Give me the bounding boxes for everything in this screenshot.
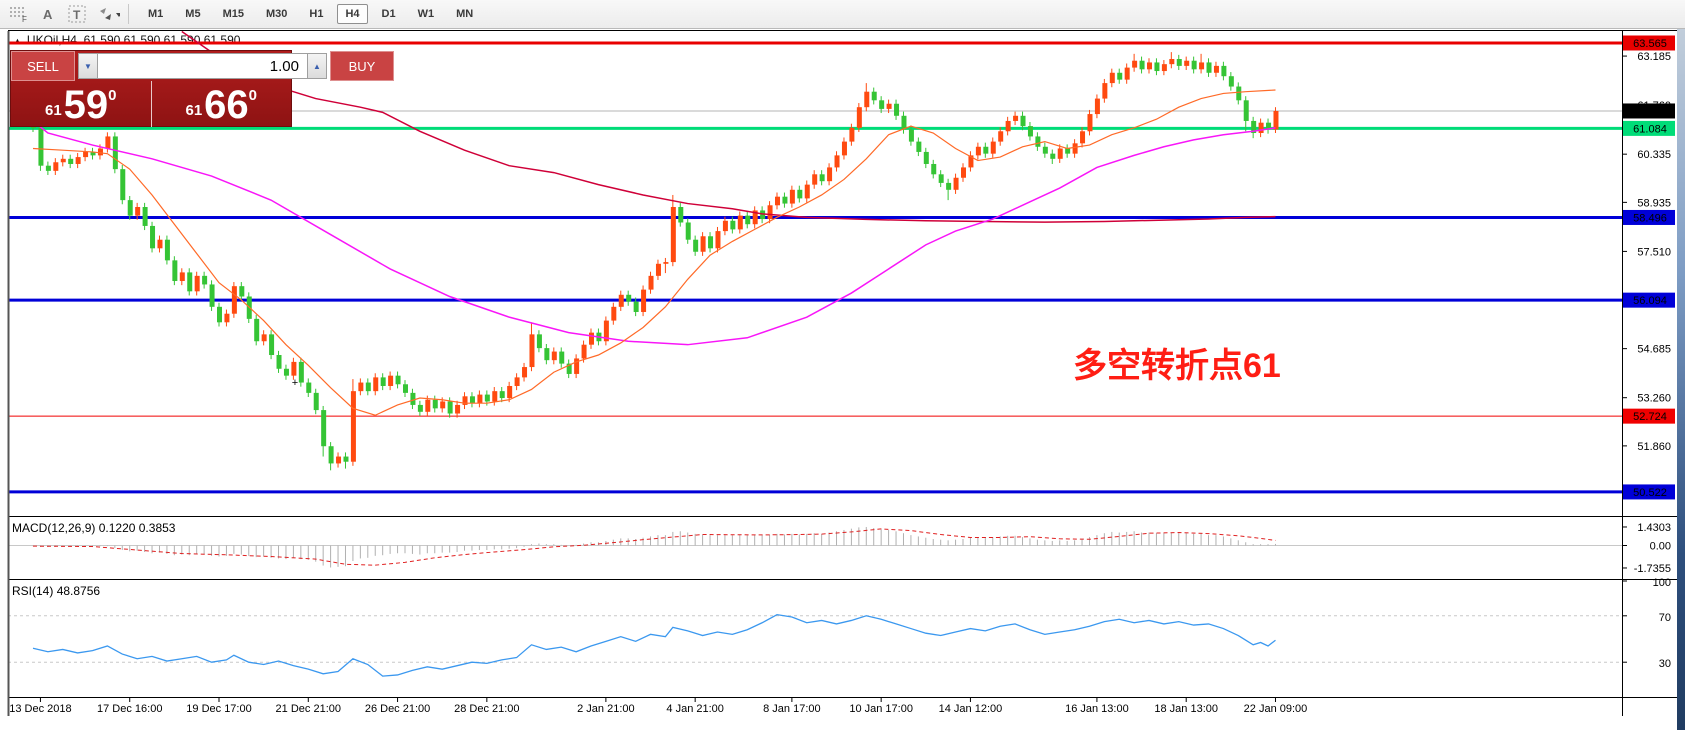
buy-price-small: 61 (185, 102, 203, 119)
rsi-line (32, 613, 1276, 677)
price-badge (1623, 408, 1675, 424)
macd-axis-label: 1.4303 (1637, 522, 1671, 534)
rsi-axis-label: 70 (1659, 612, 1671, 624)
tf-button-m15[interactable]: M15 (222, 8, 244, 20)
sell-button[interactable]: SELL (11, 51, 75, 81)
time-label: 18 Jan 13:00 (1154, 703, 1218, 715)
macd-signal-line (32, 528, 1276, 566)
sell-price[interactable]: 61 59 0 (11, 81, 151, 127)
text-object-icon[interactable]: T (66, 4, 90, 24)
toolbar-separator (128, 4, 129, 24)
time-label: 19 Dec 17:00 (186, 703, 251, 715)
panel-divider (150, 81, 152, 127)
cross-marker: + (292, 377, 298, 389)
tf-button-h1[interactable]: H1 (309, 8, 324, 20)
letter-a-icon[interactable]: A (36, 4, 60, 24)
trade-panel: SELL ▼ ▲ BUY 61 59 0 61 66 0 (10, 50, 394, 127)
ma_fast-line (32, 89, 1276, 416)
time-label: 16 Jan 13:00 (1065, 703, 1129, 715)
svg-text:T: T (73, 8, 81, 22)
svg-text:F: F (22, 15, 27, 23)
rsi-pane-label: RSI(14) 48.8756 (12, 584, 101, 598)
time-label: 8 Jan 17:00 (763, 703, 821, 715)
buy-price[interactable]: 61 66 0 (152, 81, 292, 127)
price-badge-label: 56.094 (1633, 295, 1667, 307)
rsi-axis-label: 30 (1659, 658, 1671, 670)
volume-input[interactable] (98, 53, 307, 79)
rsi-value: 48.8756 (56, 584, 101, 598)
price-tick-label: 57.510 (1637, 246, 1671, 258)
toolbar: F A T M1 M5 M15 M30 H1 H4 D1 W1 MN (0, 0, 1685, 29)
time-label: 28 Dec 21:00 (454, 703, 519, 715)
ma_slow-line (181, 30, 1276, 223)
sell-price-small: 61 (44, 102, 62, 119)
time-label: 14 Jan 12:00 (939, 703, 1003, 715)
price-badge (1623, 103, 1675, 119)
price-badge (1623, 209, 1675, 225)
price-badge (1623, 292, 1675, 308)
volume-down-button[interactable]: ▼ (78, 53, 98, 79)
macd-axis-label: 0.00 (1650, 541, 1671, 553)
tf-button-m1[interactable]: M1 (148, 8, 164, 20)
price-tick-label: 63.185 (1637, 51, 1671, 63)
buy-price-big: 66 (204, 83, 249, 128)
time-label: 21 Dec 21:00 (276, 703, 341, 715)
svg-text:A: A (43, 7, 53, 22)
time-label: 4 Jan 21:00 (666, 703, 724, 715)
cursor-arrows-icon[interactable] (96, 4, 120, 24)
time-label: 10 Jan 17:00 (849, 703, 913, 715)
symbol-arrow-icon: ▲ (13, 36, 22, 46)
tf-button-m5[interactable]: M5 (185, 8, 201, 20)
price-badge-label: 61.084 (1633, 123, 1667, 135)
candles-layer[interactable] (31, 52, 1279, 471)
price-badge (1623, 120, 1675, 136)
sell-price-sup: 0 (108, 87, 117, 104)
buy-price-sup: 0 (248, 87, 258, 104)
ma_med-line (32, 120, 1276, 346)
price-tick-label: 53.260 (1637, 393, 1671, 405)
time-label: 22 Jan 09:00 (1244, 703, 1308, 715)
price-badge-label: 52.724 (1633, 411, 1667, 423)
price-tick-label: 60.335 (1637, 149, 1671, 161)
macd-pane-label: MACD(12,26,9) 0.1220 0.3853 (12, 521, 176, 535)
price-tick-label: 51.860 (1637, 441, 1671, 453)
time-label: 13 Dec 2018 (9, 703, 71, 715)
price-tick-label: 54.685 (1637, 344, 1671, 356)
price-badge-label: 61.590 (1633, 106, 1667, 118)
volume-up-button[interactable]: ▲ (307, 53, 327, 79)
tf-button-mn[interactable]: MN (456, 8, 474, 20)
tf-button-d1[interactable]: D1 (381, 8, 396, 20)
macd-histogram (32, 526, 1276, 568)
rsi-axis-label: 100 (1653, 577, 1671, 589)
price-badge-label: 50.522 (1633, 487, 1667, 499)
time-label: 26 Dec 21:00 (365, 703, 430, 715)
desktop-edge-strip (1677, 28, 1685, 730)
time-label: 17 Dec 16:00 (97, 703, 162, 715)
sell-price-big: 59 (63, 83, 109, 128)
price-badge (1623, 35, 1675, 51)
time-label: 2 Jan 21:00 (577, 703, 635, 715)
macd-values: 0.1220 0.3853 (98, 521, 176, 535)
buy-button[interactable]: BUY (330, 51, 394, 81)
price-badge-label: 63.565 (1633, 38, 1667, 50)
price-tick-label: 58.935 (1637, 197, 1671, 209)
price-badge (1623, 484, 1675, 500)
chart-annotation-text: 多空转折点61 (1073, 347, 1281, 385)
tf-button-m30[interactable]: M30 (265, 8, 288, 20)
macd-axis-label: -1.7355 (1634, 563, 1671, 575)
tf-button-w1[interactable]: W1 (417, 8, 435, 20)
tf-button-h4[interactable]: H4 (337, 4, 368, 24)
price-badge-label: 58.496 (1633, 212, 1667, 224)
indicator-grid-icon[interactable]: F (6, 4, 30, 24)
